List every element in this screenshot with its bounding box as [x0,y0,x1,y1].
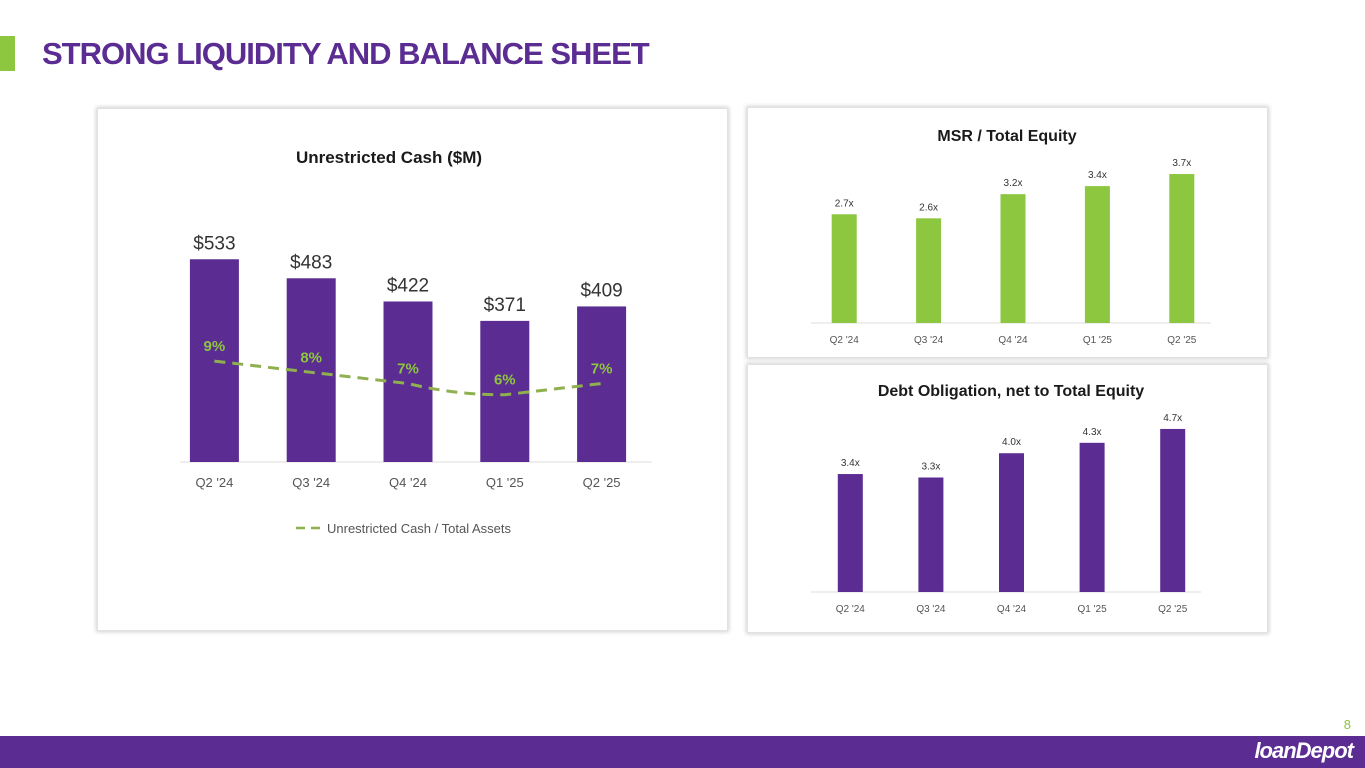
bar-2 [916,218,942,323]
title-accent-bar [0,36,15,71]
chart-title: Debt Obligation, net to Total Equity [878,383,1144,400]
bar-value-label: $422 [387,275,429,296]
bar-3 [999,453,1024,592]
bar-3 [1000,194,1026,323]
bar-value-label: 2.6x [919,202,938,213]
bar-value-label: 4.0x [1002,437,1021,448]
bar-5 [1169,174,1195,323]
bar-value-label: 3.4x [1088,170,1107,181]
bar-value-label: $371 [484,295,526,316]
x-tick-label: Q4 '24 [998,335,1028,346]
cash-chart-panel: Unrestricted Cash ($M) $533 Q2 '24 $483 Q3 … [97,108,728,631]
debt-chart: Debt Obligation, net to Total Equity 3.4… [811,383,1201,615]
ratio-label: 6% [494,372,516,389]
x-tick-label: Q2 '25 [583,475,621,490]
bar-4 [1084,186,1110,323]
x-tick-label: Q3 '24 [292,475,330,490]
bar-value-label: 2.7x [835,198,854,209]
ratio-label: 8% [300,349,322,366]
bar-value-label: 4.3x [1083,427,1102,438]
bar-4 [1079,442,1105,592]
x-tick-label: Q3 '24 [914,335,944,346]
chart-title: MSR / Total Equity [937,128,1076,145]
bar-1 [189,259,239,462]
bar-2 [918,477,944,592]
bar-1 [831,214,857,323]
x-tick-label: Q2 '24 [836,604,866,615]
x-tick-label: Q4 '24 [997,604,1027,615]
bar-5 [1160,428,1186,592]
x-tick-label: Q2 '25 [1158,604,1188,615]
x-tick-label: Q2 '25 [1167,335,1197,346]
bar-value-label: 3.4x [841,458,860,469]
x-tick-label: Q2 '24 [830,335,860,346]
msr-chart-panel: MSR / Total Equity 2.7x Q2 '24 2.6x Q3 '24 3… [747,107,1268,358]
bar-value-label: $483 [290,252,332,273]
bar-3 [383,301,433,462]
x-tick-label: Q1 '25 [1083,335,1113,346]
loandepot-logo: loanDepot [1254,738,1354,763]
ratio-label: 7% [397,361,419,378]
ratio-label: 7% [591,361,613,378]
bar-value-label: $409 [580,280,622,301]
ratio-label: 9% [204,338,226,355]
page-number: 8 [1343,717,1351,732]
footer-bar [0,736,1365,768]
cash-chart: Unrestricted Cash ($M) $533 Q2 '24 $483 Q3 … [180,148,652,536]
bar-value-label: $533 [193,233,235,254]
bar-value-label: 3.3x [921,462,940,473]
x-tick-label: Q4 '24 [389,475,427,490]
debt-chart-panel: Debt Obligation, net to Total Equity 3.4… [747,364,1268,633]
x-tick-label: Q2 '24 [195,475,233,490]
chart-title: Unrestricted Cash ($M) [296,148,482,167]
bar-value-label: 4.7x [1163,413,1182,424]
msr-chart: MSR / Total Equity 2.7x Q2 '24 2.6x Q3 '24 3… [811,128,1211,346]
bar-value-label: 3.2x [1004,178,1023,189]
bar-value-label: 3.7x [1172,158,1191,169]
bar-1 [837,474,863,592]
page-title: STRONG LIQUIDITY AND BALANCE SHEET [42,36,650,71]
x-tick-label: Q3 '24 [916,604,946,615]
x-tick-label: Q1 '25 [1078,604,1108,615]
legend: Unrestricted Cash / Total Assets [296,521,512,536]
legend-label: Unrestricted Cash / Total Assets [327,521,512,536]
x-tick-label: Q1 '25 [486,475,524,490]
bar-5 [577,306,627,462]
